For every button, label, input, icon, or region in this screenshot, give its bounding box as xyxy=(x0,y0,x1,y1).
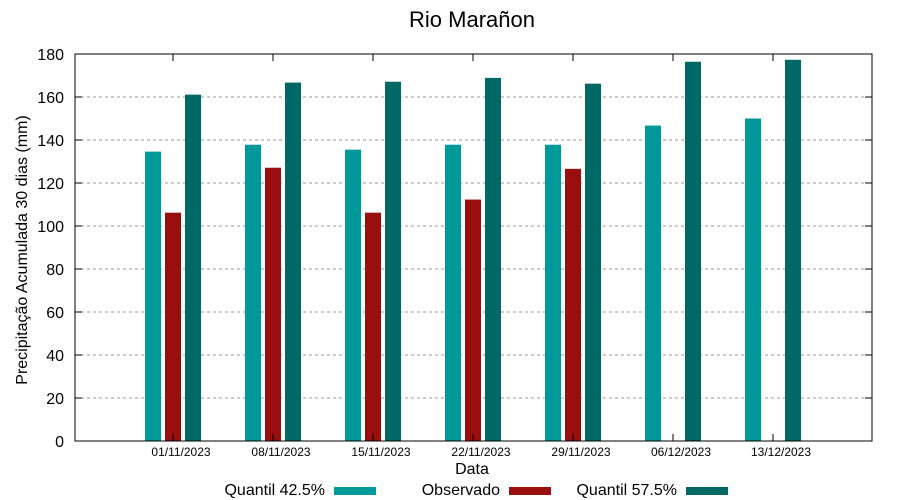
y-tick-label: 60 xyxy=(46,305,64,322)
y-tick-label: 100 xyxy=(37,219,64,236)
legend-label: Quantil 57.5% xyxy=(576,482,677,499)
bar-observado xyxy=(265,167,281,442)
bar-quantil-57-5- xyxy=(685,61,701,442)
bar-quantil-42-5- xyxy=(545,144,561,442)
chart-title: Rio Marañon xyxy=(409,7,535,32)
y-tick-label: 0 xyxy=(55,434,64,451)
x-tick-label: 13/12/2023 xyxy=(751,445,811,459)
bar-quantil-57-5- xyxy=(785,59,801,442)
y-tick-label: 20 xyxy=(46,391,64,408)
x-tick-label: 29/11/2023 xyxy=(551,445,610,459)
y-axis-label: Precipitação Acumulada 30 dias (mm) xyxy=(14,115,31,384)
bar-quantil-57-5- xyxy=(385,81,401,442)
y-tick-label: 80 xyxy=(46,262,64,279)
y-tick-label: 40 xyxy=(46,348,64,365)
bar-quantil-42-5- xyxy=(445,144,461,442)
y-tick-label: 140 xyxy=(37,133,64,150)
bar-observado xyxy=(365,212,381,441)
x-tick-label: 01/11/2023 xyxy=(151,445,210,459)
x-tick-label: 06/12/2023 xyxy=(651,445,711,459)
x-tick-label: 08/11/2023 xyxy=(251,445,310,459)
legend-swatch xyxy=(686,487,728,495)
bar-observado xyxy=(565,168,581,441)
bar-quantil-57-5- xyxy=(485,77,501,442)
x-tick-label: 22/11/2023 xyxy=(451,445,510,459)
bar-quantil-42-5- xyxy=(345,149,361,442)
x-axis-label: Data xyxy=(455,461,489,478)
legend-swatch xyxy=(509,487,551,495)
y-tick-label: 160 xyxy=(37,90,64,107)
bar-observado xyxy=(165,212,181,441)
legend-swatch xyxy=(334,487,376,495)
y-tick-label: 180 xyxy=(37,47,64,64)
bar-quantil-42-5- xyxy=(745,118,761,441)
bar-quantil-42-5- xyxy=(245,144,261,442)
x-tick-label: 15/11/2023 xyxy=(351,445,410,459)
bar-quantil-42-5- xyxy=(645,125,661,441)
y-tick-label: 120 xyxy=(37,176,64,193)
bar-quantil-42-5- xyxy=(145,151,161,442)
legend-label: Quantil 42.5% xyxy=(224,482,325,499)
legend-label: Observado xyxy=(422,482,500,499)
bar-quantil-57-5- xyxy=(285,82,301,441)
bar-quantil-57-5- xyxy=(585,83,601,442)
bar-quantil-57-5- xyxy=(185,94,201,441)
bar-observado xyxy=(465,199,481,441)
